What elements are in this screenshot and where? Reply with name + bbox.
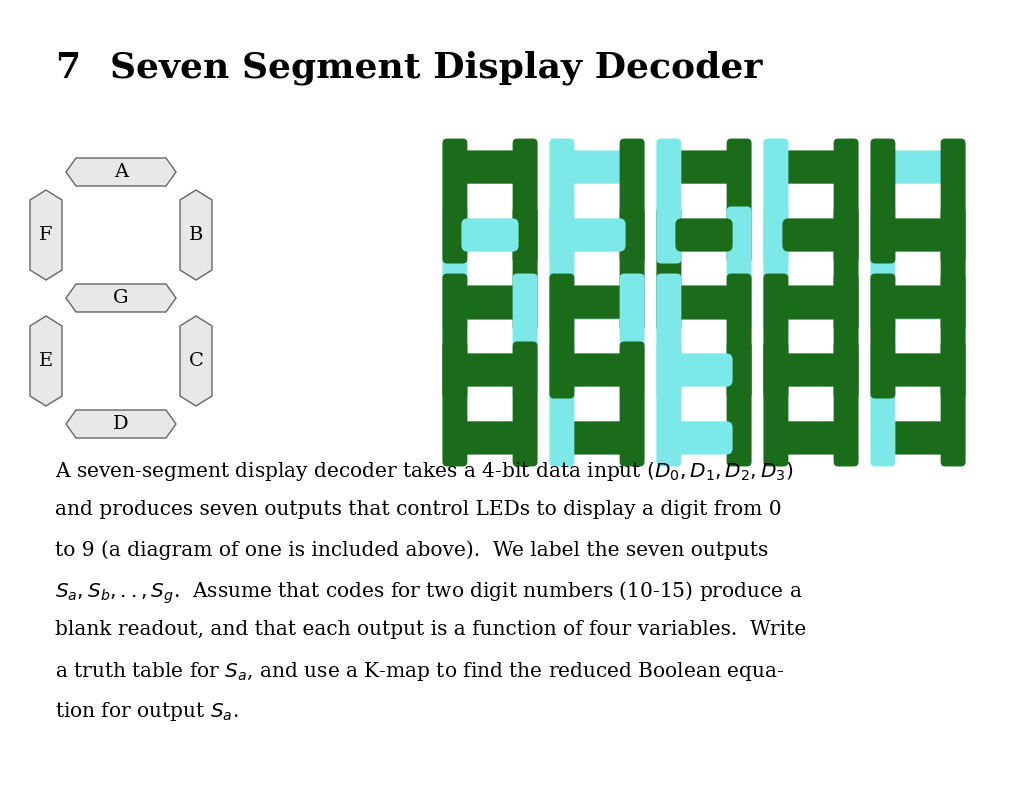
FancyBboxPatch shape bbox=[890, 218, 946, 251]
Polygon shape bbox=[180, 316, 212, 406]
FancyBboxPatch shape bbox=[656, 206, 681, 331]
Text: 7: 7 bbox=[55, 51, 80, 85]
Text: and produces seven outputs that control LEDs to display a digit from 0: and produces seven outputs that control … bbox=[55, 500, 781, 519]
FancyBboxPatch shape bbox=[550, 342, 574, 466]
FancyBboxPatch shape bbox=[727, 342, 752, 466]
Polygon shape bbox=[66, 158, 176, 186]
FancyBboxPatch shape bbox=[834, 342, 858, 466]
FancyBboxPatch shape bbox=[462, 286, 518, 320]
Text: a truth table for $S_a$, and use a K-map to find the reduced Boolean equa-: a truth table for $S_a$, and use a K-map… bbox=[55, 660, 784, 683]
Polygon shape bbox=[30, 190, 62, 280]
FancyBboxPatch shape bbox=[442, 342, 467, 466]
FancyBboxPatch shape bbox=[676, 354, 732, 387]
FancyBboxPatch shape bbox=[568, 218, 626, 251]
Text: tion for output $S_a$.: tion for output $S_a$. bbox=[55, 700, 239, 723]
FancyBboxPatch shape bbox=[462, 354, 518, 387]
FancyBboxPatch shape bbox=[656, 139, 681, 263]
FancyBboxPatch shape bbox=[568, 286, 626, 320]
FancyBboxPatch shape bbox=[513, 139, 538, 263]
FancyBboxPatch shape bbox=[442, 274, 467, 399]
Polygon shape bbox=[180, 190, 212, 280]
FancyBboxPatch shape bbox=[764, 274, 788, 399]
FancyBboxPatch shape bbox=[462, 151, 518, 184]
FancyBboxPatch shape bbox=[941, 206, 966, 331]
Text: E: E bbox=[39, 352, 53, 370]
FancyBboxPatch shape bbox=[442, 206, 467, 331]
Text: D: D bbox=[114, 415, 129, 433]
Text: B: B bbox=[188, 226, 203, 244]
FancyBboxPatch shape bbox=[550, 206, 574, 331]
FancyBboxPatch shape bbox=[568, 354, 626, 387]
FancyBboxPatch shape bbox=[890, 151, 946, 184]
Text: A: A bbox=[114, 163, 128, 181]
FancyBboxPatch shape bbox=[620, 274, 644, 399]
FancyBboxPatch shape bbox=[890, 354, 946, 387]
FancyBboxPatch shape bbox=[462, 421, 518, 454]
FancyBboxPatch shape bbox=[620, 206, 644, 331]
FancyBboxPatch shape bbox=[870, 342, 895, 466]
FancyBboxPatch shape bbox=[513, 206, 538, 331]
FancyBboxPatch shape bbox=[764, 139, 788, 263]
FancyBboxPatch shape bbox=[568, 151, 626, 184]
FancyBboxPatch shape bbox=[462, 218, 518, 251]
FancyBboxPatch shape bbox=[782, 151, 840, 184]
FancyBboxPatch shape bbox=[834, 274, 858, 399]
FancyBboxPatch shape bbox=[462, 285, 518, 319]
FancyBboxPatch shape bbox=[550, 274, 574, 399]
FancyBboxPatch shape bbox=[727, 206, 752, 331]
FancyBboxPatch shape bbox=[656, 274, 681, 399]
FancyBboxPatch shape bbox=[941, 342, 966, 466]
FancyBboxPatch shape bbox=[890, 285, 946, 319]
FancyBboxPatch shape bbox=[676, 151, 732, 184]
FancyBboxPatch shape bbox=[656, 342, 681, 466]
FancyBboxPatch shape bbox=[727, 274, 752, 399]
FancyBboxPatch shape bbox=[764, 206, 788, 331]
FancyBboxPatch shape bbox=[782, 286, 840, 320]
FancyBboxPatch shape bbox=[620, 139, 644, 263]
Text: blank readout, and that each output is a function of four variables.  Write: blank readout, and that each output is a… bbox=[55, 620, 806, 639]
FancyBboxPatch shape bbox=[834, 206, 858, 331]
Polygon shape bbox=[30, 316, 62, 406]
Text: Seven Segment Display Decoder: Seven Segment Display Decoder bbox=[110, 51, 763, 86]
Text: F: F bbox=[39, 226, 53, 244]
FancyBboxPatch shape bbox=[782, 354, 840, 387]
FancyBboxPatch shape bbox=[870, 139, 895, 263]
FancyBboxPatch shape bbox=[620, 342, 644, 466]
FancyBboxPatch shape bbox=[941, 274, 966, 399]
FancyBboxPatch shape bbox=[513, 342, 538, 466]
FancyBboxPatch shape bbox=[676, 218, 732, 251]
FancyBboxPatch shape bbox=[568, 285, 626, 319]
FancyBboxPatch shape bbox=[782, 421, 840, 454]
Polygon shape bbox=[66, 284, 176, 312]
FancyBboxPatch shape bbox=[941, 139, 966, 263]
Text: A seven-segment display decoder takes a 4-bit data input $(D_0, D_1, D_2, D_3)$: A seven-segment display decoder takes a … bbox=[55, 460, 794, 483]
Text: $S_a, S_b, .., S_g$.  Assume that codes for two digit numbers (10-15) produce a: $S_a, S_b, .., S_g$. Assume that codes f… bbox=[55, 580, 803, 607]
FancyBboxPatch shape bbox=[676, 421, 732, 454]
FancyBboxPatch shape bbox=[764, 342, 788, 466]
FancyBboxPatch shape bbox=[870, 206, 895, 331]
Polygon shape bbox=[66, 410, 176, 438]
FancyBboxPatch shape bbox=[568, 421, 626, 454]
Text: to 9 (a diagram of one is included above).  We label the seven outputs: to 9 (a diagram of one is included above… bbox=[55, 540, 768, 560]
Text: C: C bbox=[188, 352, 204, 370]
FancyBboxPatch shape bbox=[834, 139, 858, 263]
FancyBboxPatch shape bbox=[782, 285, 840, 319]
Text: G: G bbox=[114, 289, 129, 307]
FancyBboxPatch shape bbox=[513, 274, 538, 399]
FancyBboxPatch shape bbox=[727, 139, 752, 263]
FancyBboxPatch shape bbox=[676, 286, 732, 320]
FancyBboxPatch shape bbox=[870, 274, 895, 399]
FancyBboxPatch shape bbox=[442, 139, 467, 263]
FancyBboxPatch shape bbox=[782, 218, 840, 251]
FancyBboxPatch shape bbox=[890, 421, 946, 454]
FancyBboxPatch shape bbox=[550, 139, 574, 263]
FancyBboxPatch shape bbox=[676, 285, 732, 319]
FancyBboxPatch shape bbox=[890, 286, 946, 320]
